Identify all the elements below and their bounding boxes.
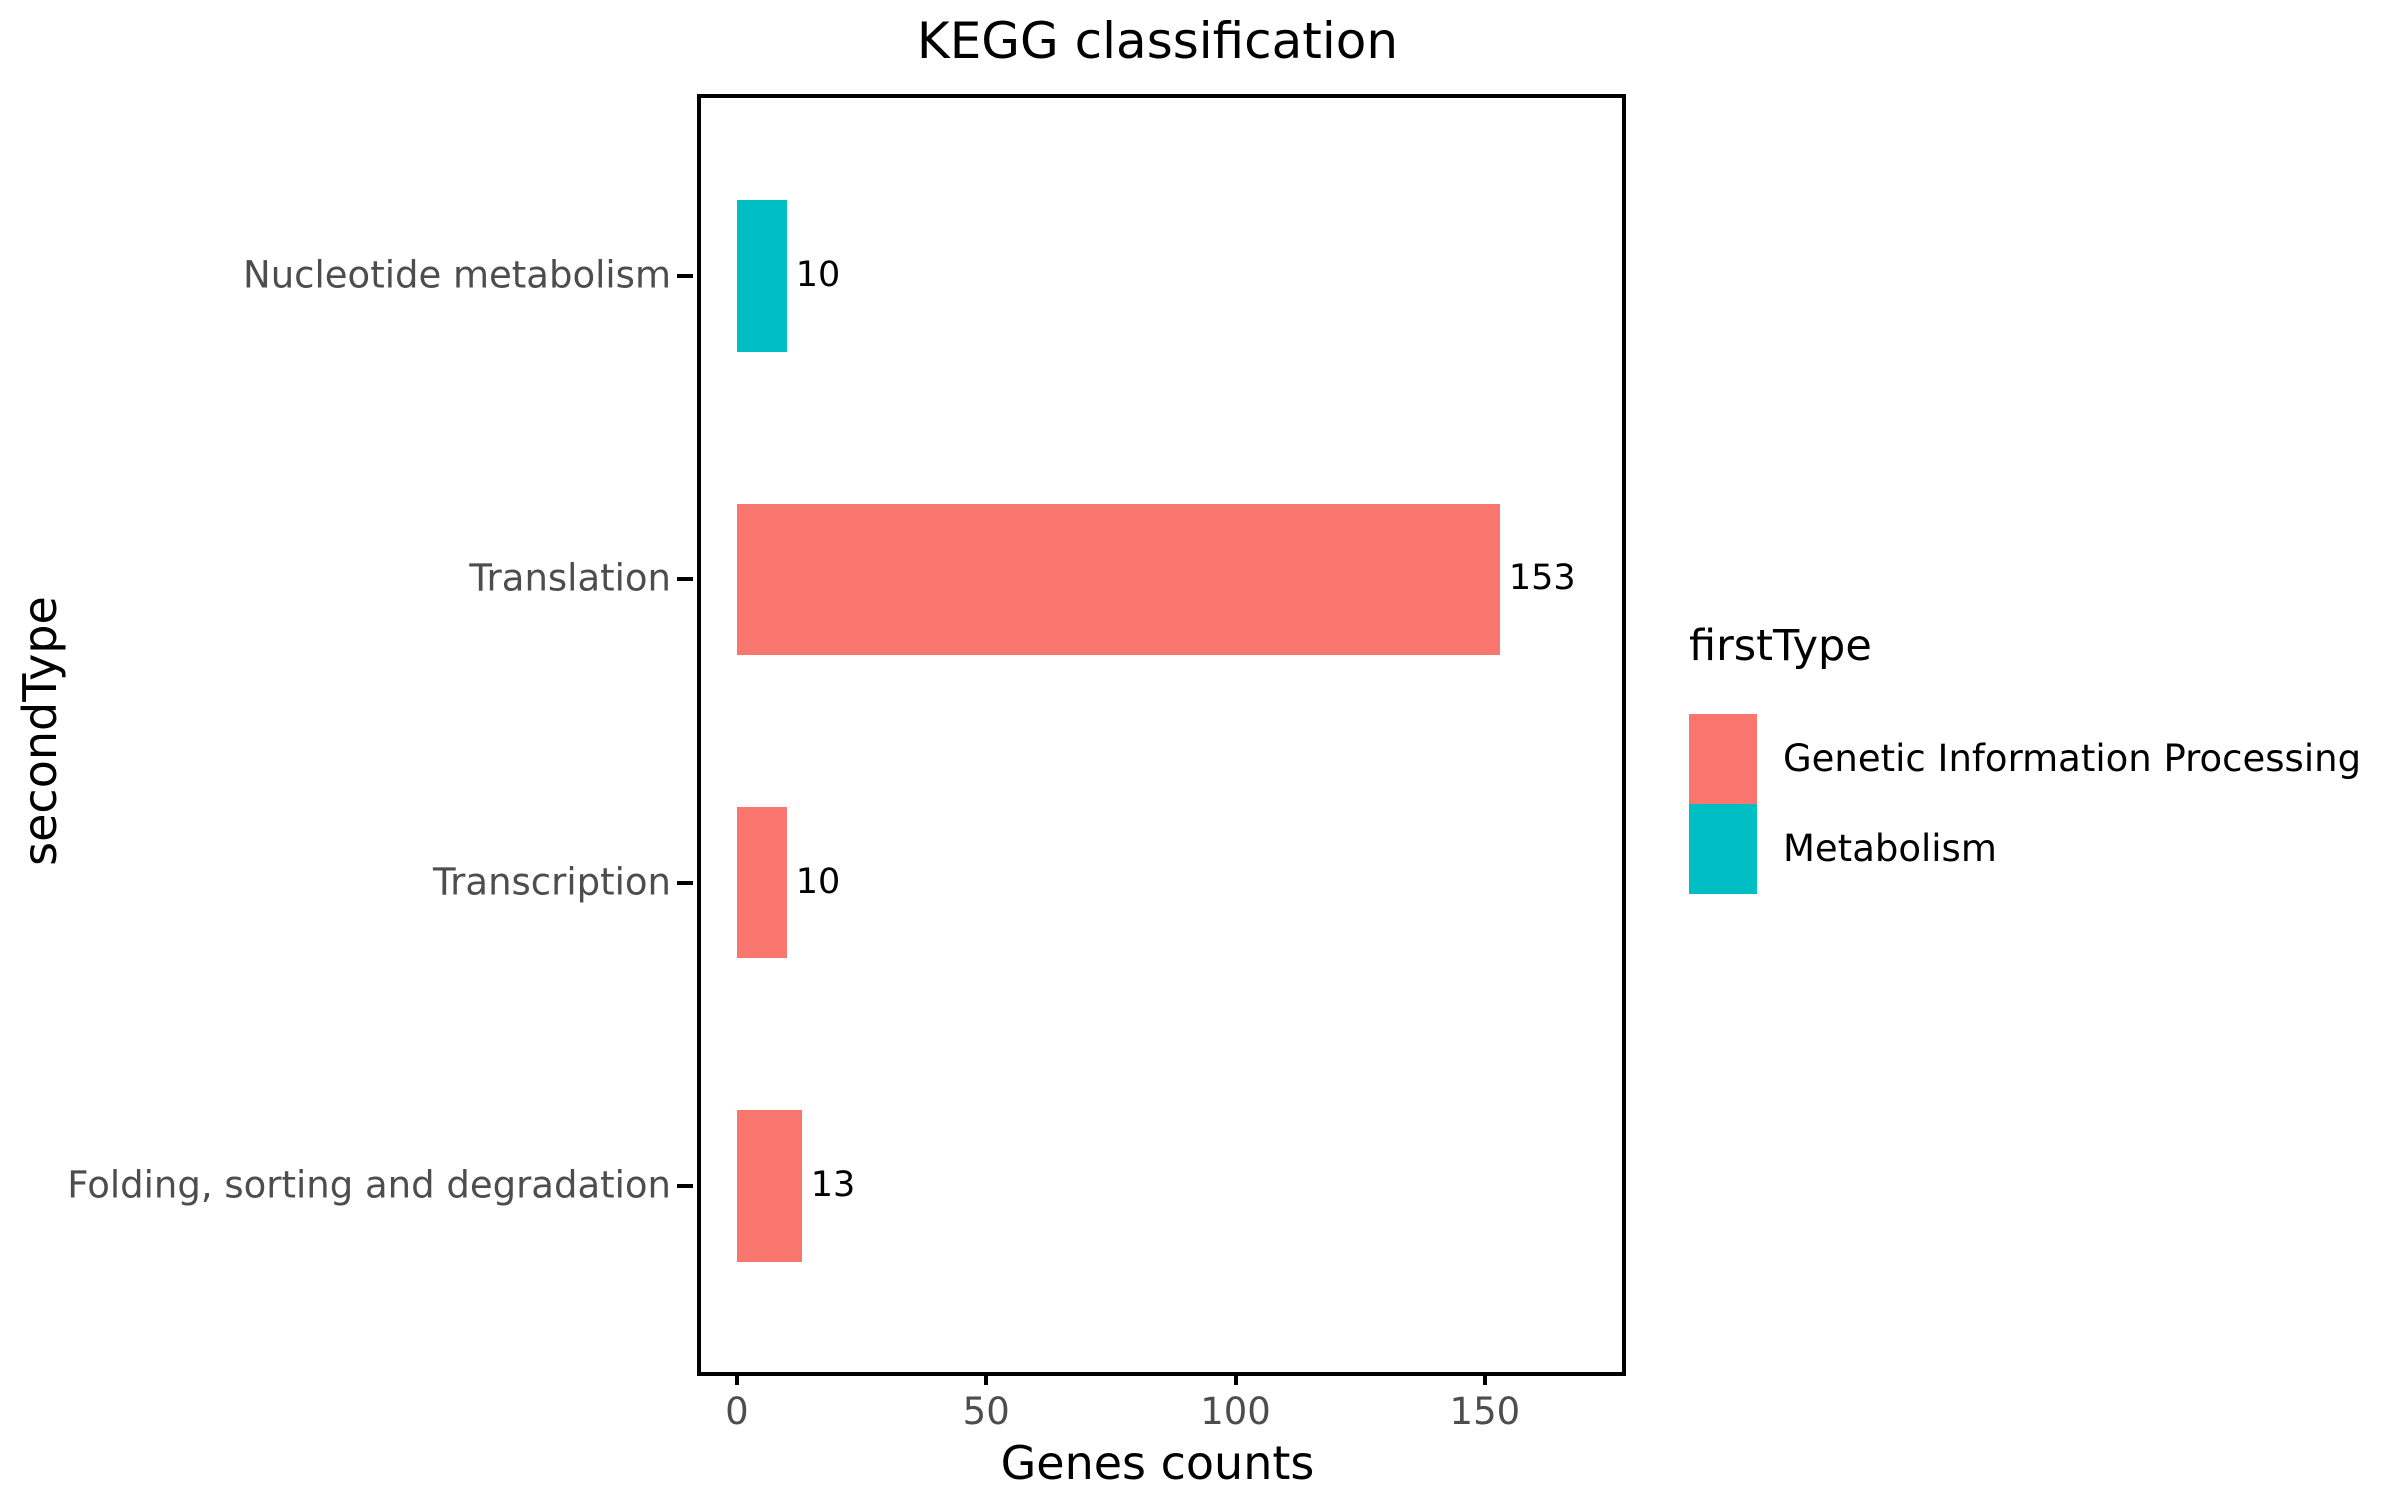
y-axis-title: secondType <box>13 596 67 866</box>
bar <box>736 806 787 959</box>
x-tick-label: 50 <box>962 1390 1010 1433</box>
legend-entries: Genetic Information Processing Metabolism <box>1689 713 2362 894</box>
bar <box>736 200 787 352</box>
legend-label: Genetic Information Processing <box>1783 737 2362 781</box>
bar <box>736 1110 802 1262</box>
plot-panel <box>697 94 1626 1376</box>
bar-value-label: 153 <box>1508 558 1576 599</box>
legend-entry: Genetic Information Processing <box>1689 713 2362 804</box>
x-tick <box>984 1372 989 1385</box>
bar-value-label: 10 <box>795 255 841 296</box>
y-tick-label: Transcription <box>433 860 671 904</box>
legend-swatch <box>1689 713 1757 804</box>
x-tick-label: 0 <box>725 1390 749 1433</box>
y-tick <box>677 880 693 885</box>
y-tick <box>677 274 693 278</box>
legend-swatch <box>1689 803 1757 894</box>
bar-value-label: 10 <box>795 861 841 902</box>
x-tick-label: 150 <box>1449 1390 1521 1433</box>
y-tick <box>677 1184 693 1188</box>
x-tick <box>1482 1372 1487 1385</box>
legend-label: Metabolism <box>1783 827 1997 871</box>
bar-value-label: 13 <box>810 1165 856 1206</box>
y-tick-label: Folding, sorting and degradation <box>67 1163 671 1207</box>
y-tick <box>677 577 693 582</box>
legend-entry: Metabolism <box>1689 803 2361 894</box>
x-tick <box>734 1372 739 1385</box>
y-tick-label: Translation <box>469 556 671 600</box>
bar <box>736 503 1500 656</box>
x-tick <box>1233 1372 1238 1385</box>
chart-title: KEGG classification <box>916 12 1399 70</box>
x-axis-title: Genes counts <box>1000 1436 1315 1490</box>
legend-title: firstType <box>1689 621 1872 671</box>
legend: firstType Genetic Information Processing… <box>1689 620 2361 894</box>
x-tick-label: 100 <box>1200 1390 1271 1433</box>
y-tick-label: Nucleotide metabolism <box>243 253 671 297</box>
